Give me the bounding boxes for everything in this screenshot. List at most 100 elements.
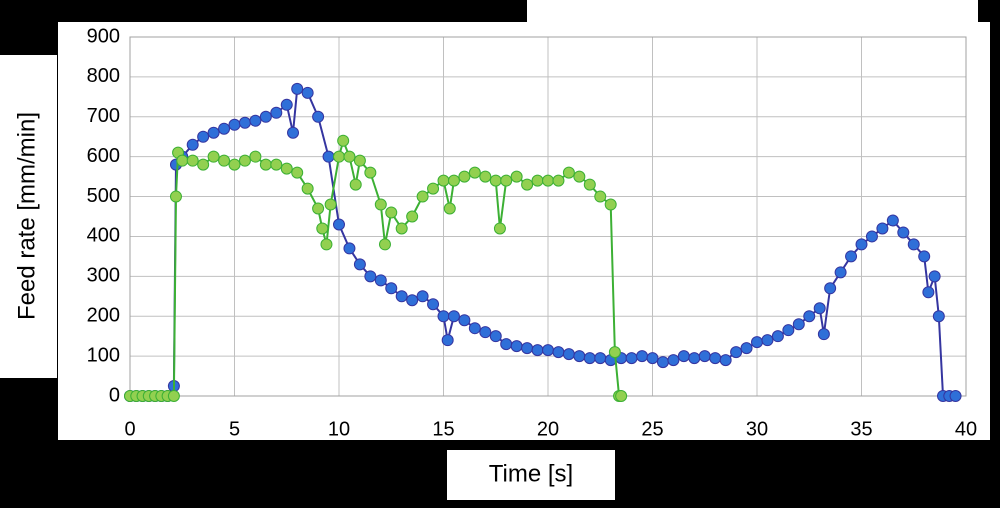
data-point: [218, 154, 231, 167]
x-tick-label: 0: [124, 418, 135, 440]
data-point: [249, 150, 262, 163]
data-point: [667, 354, 680, 367]
data-point: [500, 338, 513, 351]
data-point: [897, 226, 910, 239]
data-point: [167, 390, 180, 402]
data-point: [865, 230, 878, 243]
data-point: [552, 346, 565, 359]
x-label-box: [447, 450, 615, 500]
data-point: [751, 336, 763, 349]
data-point: [228, 118, 241, 131]
data-point: [427, 182, 440, 195]
data-point: [197, 158, 210, 171]
y-tick-label: 0: [109, 384, 120, 406]
data-point: [385, 206, 398, 219]
data-point: [625, 352, 638, 365]
data-point: [458, 314, 471, 327]
data-point: [615, 390, 628, 402]
data-point: [353, 258, 366, 271]
data-point: [583, 352, 596, 365]
data-point: [364, 270, 377, 283]
data-point: [542, 174, 554, 187]
data-point: [443, 202, 456, 215]
x-tick-label: 10: [328, 418, 350, 440]
data-point: [458, 170, 471, 183]
data-point: [343, 150, 356, 163]
data-point: [803, 310, 816, 323]
y-tick-label: 900: [87, 25, 120, 47]
data-point: [270, 158, 283, 171]
data-point: [197, 130, 210, 143]
data-point: [552, 174, 565, 187]
data-point: [259, 110, 272, 123]
data-point: [280, 98, 293, 111]
y-tick-label: 200: [87, 305, 120, 327]
data-point: [416, 190, 429, 203]
data-point: [312, 110, 325, 123]
data-point: [531, 344, 544, 357]
data-point: [324, 198, 337, 211]
data-point: [636, 350, 649, 363]
data-point: [573, 170, 586, 183]
data-point: [521, 342, 534, 355]
data-point: [698, 350, 711, 363]
data-point: [479, 326, 492, 339]
data-point: [761, 334, 774, 347]
y-tick-label: 300: [87, 265, 120, 287]
data-point: [489, 330, 502, 343]
data-point: [531, 174, 544, 187]
x-tick-label: 25: [641, 418, 663, 440]
x-tick-label: 20: [537, 418, 559, 440]
data-point: [510, 340, 523, 353]
data-point: [186, 138, 199, 151]
x-tick-label: 15: [432, 418, 454, 440]
data-point: [406, 294, 419, 307]
data-point: [709, 352, 722, 365]
data-point: [834, 266, 847, 279]
plot-panel: [58, 22, 990, 440]
data-point: [782, 324, 795, 337]
data-point: [500, 174, 513, 187]
x-tick-label: 35: [850, 418, 872, 440]
data-point: [385, 282, 398, 295]
data-point: [249, 114, 262, 127]
data-point: [364, 166, 377, 179]
data-point: [238, 154, 251, 167]
data-point: [562, 348, 575, 361]
data-point: [447, 310, 460, 323]
y-axis-title: Feed rate [mm/min]: [13, 112, 40, 320]
y-tick-label: 500: [87, 185, 120, 207]
top-panel: [527, 0, 978, 22]
data-point: [493, 222, 506, 235]
data-point: [301, 182, 314, 195]
data-point: [280, 162, 293, 175]
data-point: [646, 352, 659, 365]
data-point: [468, 166, 481, 179]
data-point: [287, 126, 300, 139]
plot-frame: [129, 36, 967, 397]
data-point: [238, 116, 251, 129]
data-point: [845, 250, 858, 263]
data-point: [813, 302, 826, 315]
data-point: [374, 198, 387, 211]
x-tick-label: 40: [955, 418, 977, 440]
data-point: [395, 290, 408, 303]
data-point: [489, 174, 502, 187]
y-tick-label: 100: [87, 344, 120, 366]
y-tick-label: 800: [87, 65, 120, 87]
data-point: [594, 190, 607, 203]
data-point: [562, 166, 575, 179]
data-point: [608, 346, 621, 359]
data-point: [688, 352, 701, 365]
data-point: [228, 158, 241, 171]
data-point: [437, 174, 450, 187]
data-point: [583, 178, 596, 191]
data-point: [416, 290, 429, 303]
data-point: [218, 122, 231, 135]
data-point: [343, 242, 356, 255]
y-tick-label: 600: [87, 145, 120, 167]
data-point: [337, 134, 350, 147]
data-point: [521, 178, 534, 191]
data-point: [437, 310, 450, 323]
data-point: [510, 170, 523, 183]
